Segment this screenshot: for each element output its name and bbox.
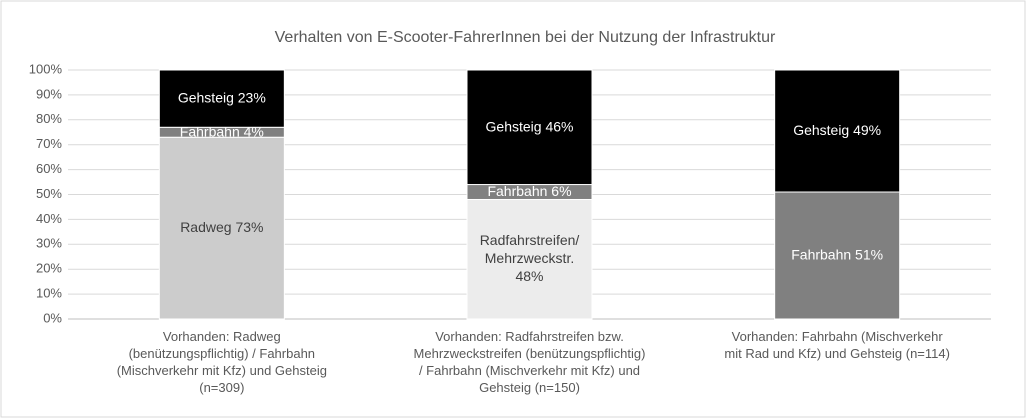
- data-label: Radweg 73%: [180, 219, 263, 235]
- y-tick-label: 50%: [36, 186, 62, 201]
- y-tick-label: 60%: [36, 161, 62, 176]
- data-label: Radfahrstreifen/Mehrzweckstr. 48%: [480, 232, 580, 284]
- bar-segment: [774, 69, 901, 193]
- y-tick-label: 40%: [36, 211, 62, 226]
- y-tick-label: 70%: [36, 136, 62, 151]
- y-tick-label: 10%: [36, 286, 62, 301]
- data-label: Gehsteig 23%: [178, 89, 266, 105]
- y-tick-label: 0%: [43, 310, 62, 325]
- bar-segment: [158, 136, 285, 320]
- y-tick-label: 30%: [36, 236, 62, 251]
- x-tick-label: Vorhanden: Fahrbahn (Mischverkehr mit Rad…: [724, 329, 950, 361]
- data-label: Gehsteig 46%: [486, 118, 574, 134]
- bar-segment: [774, 191, 901, 320]
- x-tick-label: Vorhanden: Radfahrstreifen bzw. Mehrzweck…: [414, 329, 646, 395]
- x-tick-label: Vorhanden: Radweg (benützungspflichtig) /…: [117, 329, 327, 395]
- y-tick-label: 90%: [36, 86, 62, 101]
- y-tick-label: 100%: [29, 61, 63, 76]
- y-tick-label: 80%: [36, 111, 62, 126]
- data-label: Fahrbahn 51%: [791, 246, 883, 262]
- bar-segment: [466, 69, 593, 186]
- y-tick-label: 20%: [36, 261, 62, 276]
- bar-segment: [158, 69, 285, 128]
- chart-title: Verhalten von E-Scooter-FahrerInnen bei …: [275, 29, 776, 46]
- data-label: Fahrbahn 6%: [487, 183, 571, 199]
- data-label: Gehsteig 49%: [793, 122, 881, 138]
